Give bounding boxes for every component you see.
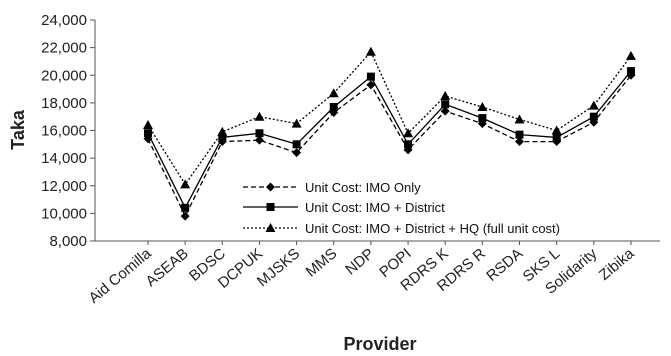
data-point [254,111,265,121]
data-point [403,128,414,138]
data-point [366,80,376,90]
data-point [180,179,191,189]
legend-label: Unit Cost: IMO + District [305,200,445,215]
series-3 [143,46,636,189]
y-tick-label: 16,000 [41,123,87,140]
data-point [181,203,190,212]
series-line [147,74,632,218]
y-tick-label: 10,000 [41,205,87,222]
y-tick-label: 22,000 [41,40,87,57]
data-point [478,114,487,123]
data-point [255,129,264,138]
data-point [440,90,451,100]
data-point [180,211,190,221]
data-point [441,100,450,109]
data-point [515,130,524,139]
x-tick-label: RSDA [483,245,526,285]
x-tick-label: MMS [303,245,341,281]
data-point [514,114,525,124]
data-point [552,133,561,142]
data-point [217,126,228,136]
data-point [328,88,339,98]
data-point [440,106,450,116]
y-tick-label: 20,000 [41,67,87,84]
data-point [626,67,635,76]
data-point [404,140,413,149]
legend-marker [265,223,276,232]
legend: Unit Cost: IMO Only Unit Cost: IMO + Dist… [243,180,560,236]
legend-entry: Unit Cost: IMO + District [243,200,445,215]
data-point [625,50,636,60]
legend-marker [266,203,275,211]
legend-entry: Unit Cost: IMO Only [243,180,421,195]
legend-label: Unit Cost: IMO Only [305,180,421,195]
data-point [588,100,599,110]
series-2 [144,67,635,212]
data-point [144,129,152,138]
legend-label: Unit Cost: IMO + District + HQ (full uni… [305,221,560,236]
y-axis-ticks: 8,000 10,000 12,000 14,000 16,000 18,000 20,00… [41,12,95,250]
data-point [365,46,376,56]
data-point [366,72,375,81]
y-axis-title: Taka [8,109,28,150]
data-point [551,125,562,135]
x-axis-title: Provider [343,334,416,354]
series-line [147,70,632,210]
x-tick-label: MJSKS [254,245,303,290]
data-point [292,140,301,149]
legend-marker [266,182,275,192]
y-tick-label: 18,000 [41,95,87,112]
data-point [254,135,264,145]
data-point [292,148,302,158]
y-tick-label: 24,000 [41,12,87,29]
data-point [218,133,227,142]
data-point [329,103,338,112]
legend-entry: Unit Cost: IMO + District + HQ (full uni… [243,221,560,236]
data-point [291,118,302,128]
x-tick-label: NDP [342,245,377,278]
y-tick-label: 14,000 [41,150,87,167]
data-point [477,102,488,112]
y-tick-label: 12,000 [41,178,87,195]
data-point [143,119,153,129]
data-point [515,137,524,147]
y-tick-label: 8,000 [49,233,87,250]
data-point [589,112,598,121]
x-tick-label: ASEAB [142,245,191,290]
series-layer [143,46,636,221]
series-line [147,50,632,186]
x-tick-label: Zibika [596,245,638,284]
